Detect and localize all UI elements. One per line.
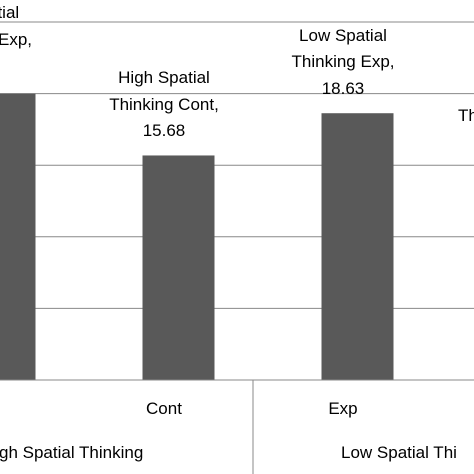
bars (0, 93, 394, 381)
data-label-2-line-2: Thinking Cont, (109, 95, 219, 114)
tick-label-exp: Exp (328, 399, 357, 418)
axes (0, 379, 474, 474)
bar-3 (321, 113, 394, 381)
data-label-3-line-1: Low Spatial (299, 26, 387, 45)
group-label-high-spatial-thinking: gh Spatial Thinking (0, 443, 143, 462)
data-label-4-line-2: Th (458, 106, 474, 125)
bar-1 (0, 93, 36, 380)
data-label-3-line-3: 18.63 (322, 79, 365, 98)
data-label-2-line-1: High Spatial (118, 68, 210, 87)
bar-2 (142, 155, 215, 380)
tick-label-cont: Cont (146, 399, 182, 418)
gridlines (0, 21, 474, 309)
group-label-low-spatial-thinking: Low Spatial Thi (341, 443, 457, 462)
data-label-2-line-3: 15.68 (143, 121, 186, 140)
data-label-1-line-1: atial (0, 3, 19, 22)
data-label-3-line-2: Thinking Exp, (292, 52, 395, 71)
data-label-1-line-2: Exp, (0, 30, 32, 49)
